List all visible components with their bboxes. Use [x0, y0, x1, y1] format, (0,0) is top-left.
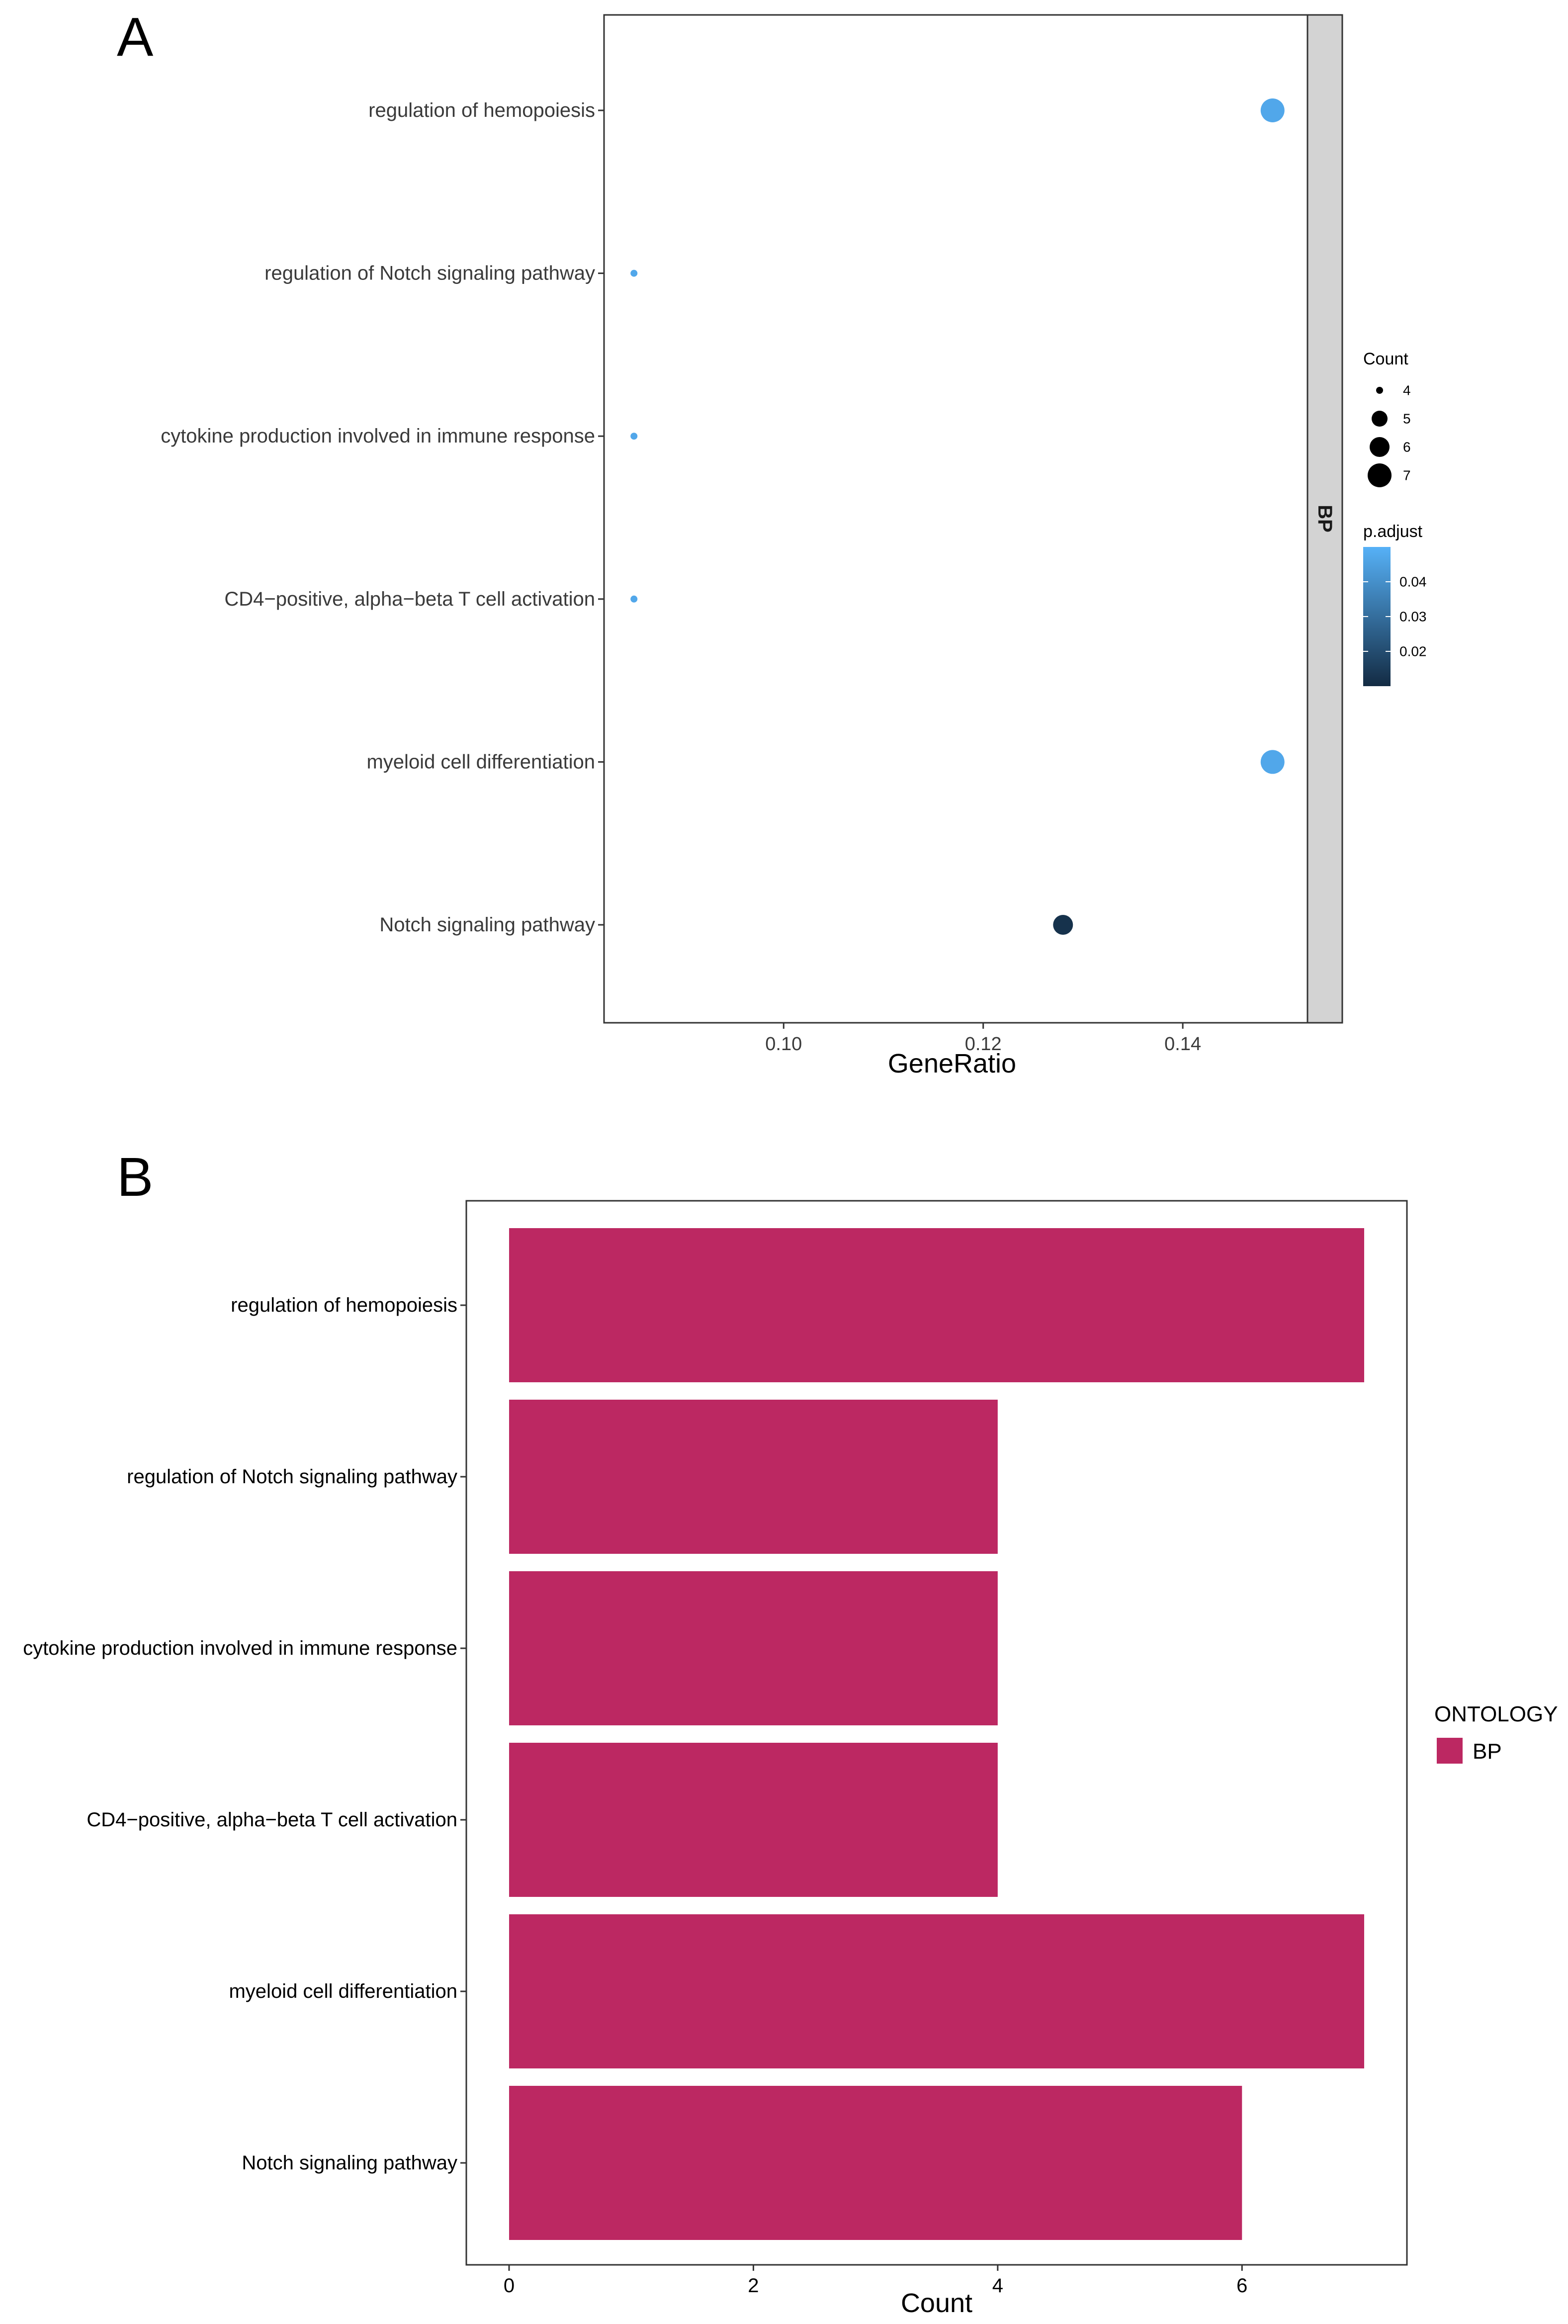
- x-tick-label: 4: [992, 2275, 1003, 2297]
- y-tick-label: CD4−positive, alpha−beta T cell activati…: [87, 1809, 457, 1831]
- y-tick-label: regulation of Notch signaling pathway: [127, 1466, 457, 1488]
- panel-a-points: [630, 98, 1285, 935]
- bar: [509, 1914, 1364, 2068]
- y-tick-label: regulation of hemopoiesis: [231, 1294, 457, 1316]
- panel-b-x-axis-title: Count: [901, 2288, 972, 2318]
- panel-a-size-legend: Count 4 5 6 7: [1363, 350, 1411, 487]
- data-point: [630, 433, 638, 440]
- ontology-legend-key-bp: [1437, 1738, 1463, 1764]
- panel-a-facet-strip: [1307, 14, 1343, 1024]
- x-tick-label: 0.12: [965, 1034, 1002, 1055]
- bar: [509, 1228, 1364, 1382]
- panel-b-x-axis: 0 2 4 6: [504, 2265, 1247, 2297]
- color-legend-label: 0.02: [1399, 644, 1427, 659]
- y-tick-label: cytokine production involved in immune r…: [23, 1637, 457, 1659]
- size-legend-label: 7: [1403, 468, 1411, 483]
- data-point: [630, 595, 638, 603]
- size-legend-label: 4: [1403, 383, 1411, 398]
- x-tick-label: 0.14: [1164, 1034, 1201, 1055]
- size-legend-title: Count: [1363, 350, 1408, 368]
- color-legend-label: 0.03: [1399, 609, 1427, 625]
- ontology-legend-label-bp: BP: [1473, 1739, 1502, 1764]
- bar: [509, 1571, 998, 1725]
- panel-b-bars: [509, 1228, 1364, 2240]
- color-legend-title: p.adjust: [1363, 522, 1423, 541]
- x-tick-label: 2: [748, 2275, 759, 2297]
- y-tick-label: regulation of Notch signaling pathway: [264, 263, 595, 284]
- size-legend-key: [1376, 387, 1383, 394]
- y-tick-label: myeloid cell differentiation: [229, 1980, 457, 2002]
- panel-b-legend: ONTOLOGY BP: [1434, 1702, 1558, 1764]
- y-tick-label: myeloid cell differentiation: [366, 751, 595, 773]
- panel-a-label: A: [117, 6, 154, 68]
- color-legend-label: 0.04: [1399, 574, 1427, 590]
- bar: [509, 1743, 998, 1897]
- size-legend-key: [1370, 437, 1390, 457]
- panel-a-x-axis: 0.10 0.12 0.14: [765, 1023, 1201, 1055]
- y-tick-label: CD4−positive, alpha−beta T cell activati…: [224, 588, 595, 610]
- data-point: [1260, 98, 1285, 122]
- size-legend-label: 5: [1403, 411, 1411, 427]
- x-tick-label: 0.10: [765, 1034, 802, 1055]
- size-legend-label: 6: [1403, 440, 1411, 455]
- data-point: [630, 269, 638, 277]
- size-legend-key: [1368, 463, 1392, 487]
- y-tick-label: regulation of hemopoiesis: [368, 99, 595, 121]
- bar: [509, 2086, 1242, 2240]
- data-point: [1053, 915, 1073, 935]
- panel-a: A BP regulation of hemopoiesisregulation…: [117, 6, 1427, 1078]
- size-legend-key: [1372, 411, 1388, 427]
- data-point: [1260, 750, 1285, 774]
- panel-b-y-axis: regulation of hemopoiesis regulation of N…: [23, 1294, 466, 2174]
- panel-a-facet-label: BP: [1314, 505, 1336, 533]
- y-tick-label: Notch signaling pathway: [242, 2152, 457, 2174]
- bar: [509, 1400, 998, 1554]
- y-tick-label: Notch signaling pathway: [379, 914, 595, 936]
- panel-a-color-legend: p.adjust 0.02 0.03 0.04: [1363, 522, 1427, 686]
- panel-b-label: B: [117, 1147, 153, 1208]
- x-tick-label: 6: [1236, 2275, 1247, 2297]
- panel-a-plot-area: [603, 14, 1308, 1024]
- y-tick-label: cytokine production involved in immune r…: [161, 425, 595, 447]
- panel-a-y-axis: regulation of hemopoiesis regulation of N…: [161, 99, 604, 936]
- panel-a-x-axis-title: GeneRatio: [888, 1049, 1016, 1078]
- ontology-legend-title: ONTOLOGY: [1434, 1702, 1558, 1726]
- x-tick-label: 0: [504, 2275, 515, 2297]
